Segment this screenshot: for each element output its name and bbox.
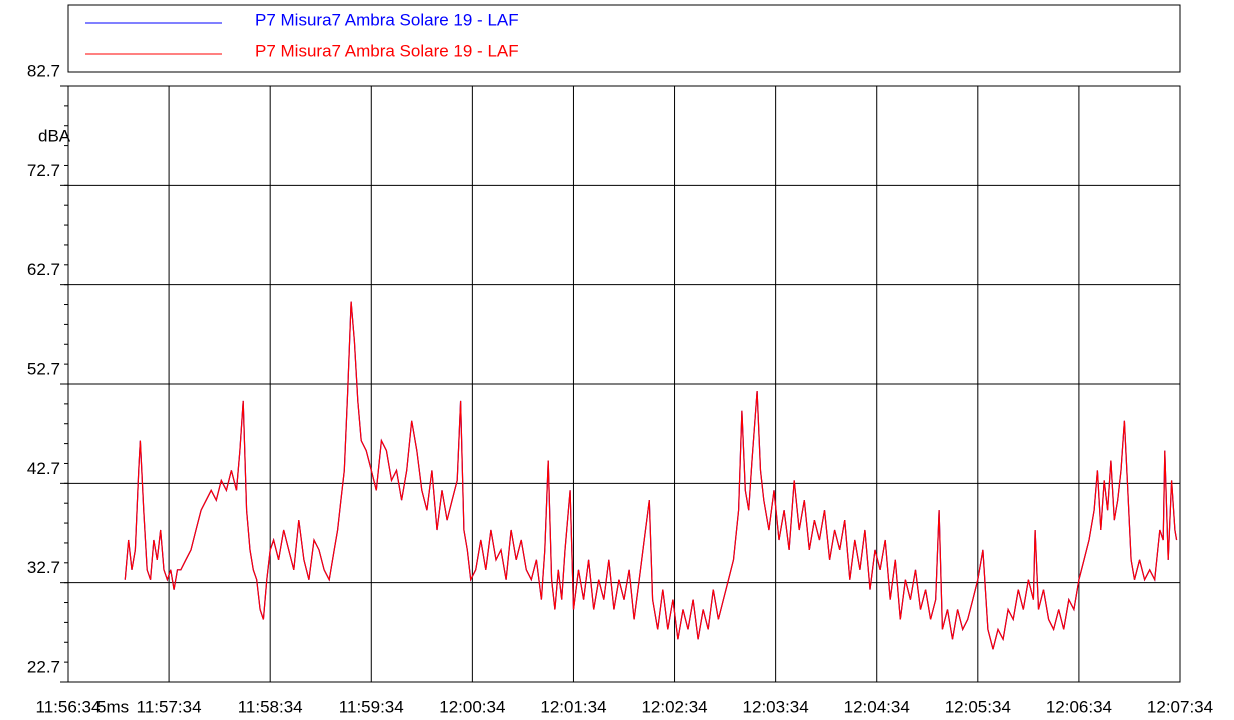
y-tick-label: 62.7: [27, 260, 60, 279]
y-tick-label: 42.7: [27, 459, 60, 478]
x-tick-label: 11:56:34: [36, 697, 101, 716]
x-tick-label: 12:03:34: [743, 697, 809, 716]
x-tick-label: 12:06:34: [1046, 697, 1112, 716]
y-axis-label: dBA: [38, 126, 71, 145]
x-tick-label: 12:05:34: [945, 697, 1011, 716]
y-tick-label: 52.7: [27, 359, 60, 378]
x-tick-label: 12:07:34: [1147, 697, 1213, 716]
y-tick-label: 32.7: [27, 558, 60, 577]
x-tick-label: 12:00:34: [439, 697, 505, 716]
y-tick-label: 72.7: [27, 161, 60, 180]
annotation: 5ms: [97, 697, 129, 716]
x-tick-label: 11:58:34: [238, 697, 303, 716]
legend-box: [67, 4, 1181, 73]
x-tick-label: 11:57:34: [137, 697, 202, 716]
data-line: [124, 301, 1178, 650]
legend-text: P7 Misura7 Ambra Solare 19 - LAF: [255, 41, 519, 60]
x-tick-label: 12:01:34: [540, 697, 606, 716]
x-tick-label: 12:02:34: [641, 697, 707, 716]
x-tick-label: 12:04:34: [844, 697, 910, 716]
data-line: [124, 301, 1178, 650]
y-tick-label: 22.7: [27, 657, 60, 676]
y-tick-label: 82.7: [27, 61, 60, 80]
x-tick-label: 11:59:34: [339, 697, 404, 716]
legend-text: P7 Misura7 Ambra Solare 19 - LAF: [255, 10, 519, 29]
